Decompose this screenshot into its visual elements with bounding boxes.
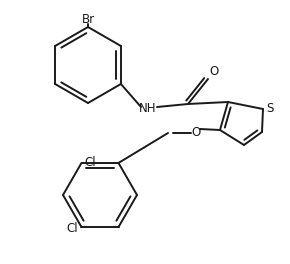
Text: Cl: Cl	[84, 157, 96, 169]
Text: O: O	[209, 65, 218, 78]
Text: Br: Br	[81, 13, 95, 26]
Text: Cl: Cl	[67, 221, 79, 234]
Text: NH: NH	[139, 101, 157, 115]
Text: O: O	[191, 126, 201, 139]
Text: S: S	[266, 101, 273, 115]
